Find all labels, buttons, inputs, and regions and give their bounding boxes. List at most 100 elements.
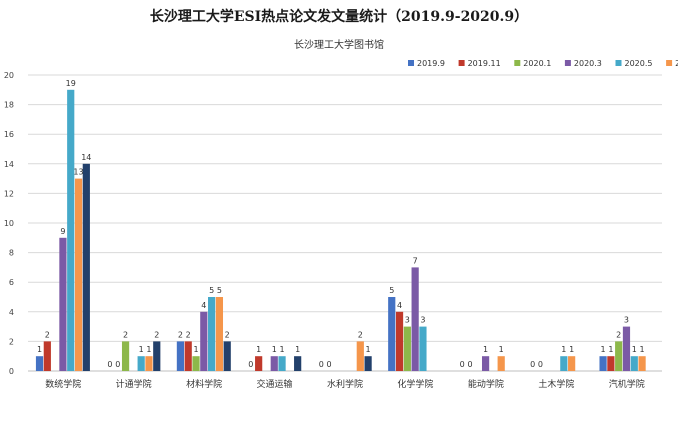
bar: [294, 356, 302, 371]
data-label: 5: [389, 286, 394, 295]
bar: [223, 341, 231, 371]
data-label: 1: [483, 345, 488, 354]
data-label: 0: [467, 360, 472, 369]
category-label: 土木学院: [538, 378, 574, 390]
data-label: 1: [272, 345, 277, 354]
data-label: 1: [139, 345, 144, 354]
data-label: 0: [107, 360, 112, 369]
bar: [200, 311, 208, 371]
data-label: 5: [217, 286, 222, 295]
data-label: 1: [256, 345, 261, 354]
bar: [622, 326, 631, 371]
category-label: 汽机学院: [609, 378, 645, 390]
bars: [35, 89, 646, 372]
y-tick-label: 12: [4, 189, 14, 198]
data-label: 14: [81, 153, 91, 162]
bar: [59, 237, 67, 371]
bar: [630, 356, 638, 371]
data-label: 1: [632, 345, 637, 354]
y-tick-label: 20: [4, 71, 14, 80]
bar: [419, 326, 427, 371]
category-label: 水利学院: [327, 378, 363, 390]
y-tick-label: 4: [9, 308, 14, 317]
bar: [215, 297, 224, 371]
data-label: 3: [420, 316, 425, 325]
category-labels: 数统学院 计通学院 材料学院 交通运输 水利学院 化学学院 能动学院 土木学院 汽机学院: [45, 378, 645, 390]
data-label: 0: [319, 360, 324, 369]
bar: [270, 356, 278, 371]
y-axis-ticks: 0 2 4 6 8 10 12 14 16 18 20: [4, 71, 14, 376]
chart-subtitle: 长沙理工大学图书馆: [294, 40, 384, 51]
data-label: 1: [146, 345, 151, 354]
bar: [395, 311, 404, 371]
bar: [497, 356, 505, 371]
bar: [411, 267, 419, 371]
category-label: 数统学院: [45, 378, 81, 390]
data-label: 0: [460, 360, 465, 369]
data-label: 3: [624, 316, 629, 325]
legend-label: 2020.5: [625, 59, 653, 68]
data-label: 19: [66, 79, 76, 88]
legend-label: 2019.11: [468, 59, 501, 68]
bar: [388, 297, 396, 371]
bar: [615, 341, 623, 371]
y-tick-label: 18: [4, 101, 14, 110]
data-label: 1: [193, 345, 198, 354]
y-tick-label: 14: [4, 160, 14, 169]
chart-title: 长沙理工大学ESI热点论文发文量统计（2019.9-2020.9）: [149, 9, 529, 25]
legend-label: 2020.7: [675, 59, 678, 68]
legend-swatch: [514, 60, 521, 66]
data-label: 1: [295, 345, 300, 354]
data-label: 1: [37, 345, 42, 354]
bar: [255, 356, 263, 371]
bar: [121, 341, 130, 371]
data-label: 2: [45, 330, 50, 339]
bar: [607, 356, 615, 371]
data-label: 1: [601, 345, 606, 354]
legend-swatch: [615, 60, 622, 66]
data-label: 2: [186, 330, 191, 339]
legend-label: 2020.1: [523, 59, 551, 68]
data-label: 2: [616, 330, 621, 339]
bar: [356, 341, 364, 371]
grid-lines: [28, 74, 662, 372]
bar: [35, 356, 44, 371]
bar: [67, 89, 75, 372]
bar: [638, 356, 646, 371]
bar: [208, 297, 216, 371]
bar: [192, 356, 200, 371]
data-label: 5: [209, 286, 214, 295]
data-label: 4: [201, 301, 206, 310]
data-label: 1: [608, 345, 613, 354]
data-label: 2: [178, 330, 183, 339]
legend-swatch: [408, 60, 414, 66]
data-label: 4: [397, 301, 402, 310]
bar: [568, 356, 576, 371]
bar: [560, 356, 568, 371]
y-tick-label: 6: [9, 278, 14, 287]
data-label: 1: [569, 345, 574, 354]
data-label: 9: [60, 227, 65, 236]
bar: [176, 341, 185, 371]
category-label: 计通学院: [116, 378, 152, 390]
legend-swatch: [458, 60, 465, 66]
data-label: 1: [366, 345, 371, 354]
category-label: 能动学院: [468, 378, 504, 390]
data-label: 1: [561, 345, 566, 354]
data-label: 1: [499, 345, 504, 354]
data-label: 0: [538, 360, 543, 369]
data-label: 13: [73, 168, 83, 177]
data-label: 2: [225, 330, 230, 339]
y-tick-label: 16: [4, 130, 14, 139]
bar: [481, 356, 490, 371]
bar: [278, 356, 286, 371]
bar: [153, 341, 161, 371]
data-label: 0: [530, 360, 535, 369]
bar: [145, 356, 153, 371]
y-tick-label: 0: [9, 367, 14, 376]
y-tick-label: 8: [9, 249, 14, 258]
data-label: 3: [405, 316, 410, 325]
